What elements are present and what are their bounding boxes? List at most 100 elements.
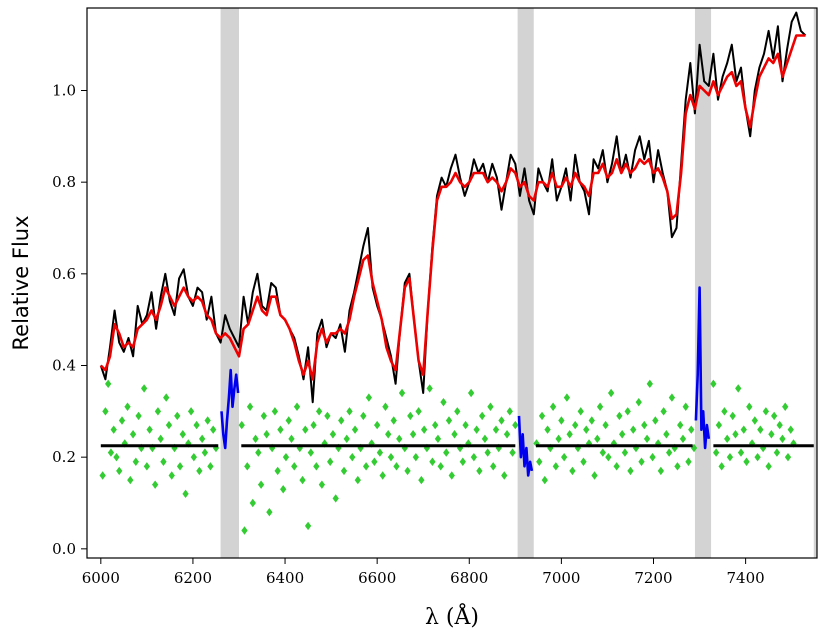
residual-point [152, 480, 159, 489]
residual-point [577, 407, 584, 416]
residual-point [583, 425, 590, 434]
residual-point [484, 448, 491, 457]
residual-point [346, 407, 353, 416]
residual-point [467, 388, 475, 398]
y-tick-label: 0.4 [52, 357, 76, 375]
masked-bands-layer [220, 8, 817, 558]
observed-spectrum-layer [99, 11, 807, 404]
residual-point [715, 420, 723, 430]
residual-point [751, 416, 758, 425]
residual-point [374, 420, 381, 430]
residual-point [201, 448, 209, 457]
residual-point [393, 462, 400, 471]
residual-point [412, 452, 419, 462]
residual-point [368, 439, 375, 448]
residual-point [735, 384, 742, 393]
residual-point [710, 379, 717, 389]
residual-point [135, 411, 142, 421]
residual-point [105, 379, 112, 389]
residual-point [465, 439, 472, 448]
residual-point [365, 393, 373, 402]
residual-point [429, 457, 436, 466]
residual-point [677, 420, 684, 430]
residual-point [641, 420, 648, 430]
residual-point [343, 434, 350, 444]
model-spectrum-line [99, 34, 806, 381]
residual-point [476, 466, 483, 476]
residual-point [349, 452, 356, 462]
residual-point [332, 494, 339, 503]
y-tick-label: 1.0 [52, 82, 76, 100]
residual-point [506, 407, 513, 416]
residual-point [288, 434, 295, 444]
residual-point [260, 411, 268, 421]
residual-point [168, 471, 175, 480]
residual-point [110, 425, 117, 434]
residual-point [451, 430, 458, 439]
residual-point [605, 452, 612, 462]
residual-point [179, 430, 186, 439]
masked-flux-line [517, 415, 534, 477]
masked-band [517, 8, 534, 558]
residual-point [293, 402, 301, 411]
residual-point [602, 420, 609, 430]
residual-point [107, 448, 115, 457]
residual-point [440, 397, 447, 407]
residual-point [481, 434, 489, 444]
residual-point [490, 462, 497, 471]
residual-point [718, 462, 725, 471]
residual-point [207, 462, 214, 471]
residual-point [302, 425, 309, 434]
residual-point [660, 407, 667, 416]
masked-band [220, 8, 239, 558]
x-axis-title: λ (Å) [425, 602, 479, 630]
masked-flux-layer [220, 286, 711, 477]
residual-point [503, 430, 511, 439]
residual-point [266, 507, 273, 517]
residual-point [566, 430, 573, 439]
residual-point [418, 475, 425, 485]
residual-point [118, 416, 126, 425]
residual-point [277, 425, 284, 434]
residual-point [596, 402, 604, 411]
residual-point [652, 416, 659, 425]
residual-point [360, 411, 367, 421]
residual-point [396, 434, 403, 444]
y-tick-label: 0.2 [52, 448, 76, 466]
residual-point [688, 425, 695, 434]
residual-point [313, 462, 320, 471]
residual-point [685, 457, 692, 466]
residual-point [409, 430, 417, 439]
residual-point [572, 420, 579, 430]
residual-point [459, 457, 466, 466]
residual-point [563, 393, 571, 402]
residual-point [99, 471, 106, 480]
residual-point [621, 448, 629, 457]
residual-point [479, 411, 486, 421]
residual-point [315, 407, 323, 416]
residual-point [385, 430, 392, 439]
residual-point [588, 416, 595, 425]
residual-point [538, 411, 546, 421]
residual-point [627, 466, 634, 476]
residual-point [404, 466, 411, 476]
residual-point [407, 411, 414, 421]
residual-point [371, 457, 378, 466]
residual-point [445, 416, 453, 425]
residual-point [310, 420, 317, 430]
residual-point [335, 443, 342, 453]
residual-point [280, 485, 287, 494]
residual-point [299, 475, 306, 485]
residual-point [541, 475, 548, 485]
residual-point [324, 411, 331, 421]
residual-point [558, 416, 565, 425]
residual-point [354, 475, 361, 485]
residual-point [470, 452, 478, 462]
x-tick-label: 6000 [82, 569, 120, 587]
residual-point [762, 407, 770, 416]
residual-point [462, 420, 469, 430]
residual-point [473, 425, 480, 434]
residual-point [244, 462, 251, 471]
residual-point [740, 425, 747, 434]
masked-band [813, 8, 817, 558]
